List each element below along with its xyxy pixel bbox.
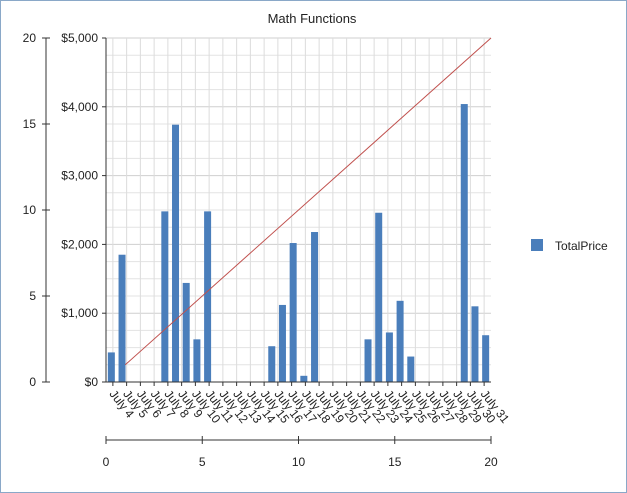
bar	[182, 282, 190, 382]
bar	[118, 254, 126, 382]
bar	[268, 346, 276, 382]
left-axis-tick-label: 5	[29, 289, 36, 303]
bottom-axis-tick-label: 20	[484, 455, 498, 469]
legend-label: TotalPrice	[555, 239, 608, 253]
bottom-axis-tick-label: 15	[388, 455, 402, 469]
value-axis-tick-label: $4,000	[61, 100, 98, 114]
bar	[289, 243, 297, 382]
value-axis-tick-label: $0	[85, 375, 99, 389]
bar	[311, 232, 319, 382]
bar	[172, 124, 180, 383]
left-axis-tick-label: 10	[23, 203, 37, 217]
bars	[107, 104, 490, 383]
value-axis-tick-label: $2,000	[61, 237, 98, 251]
bottom-axis-tick-label: 10	[292, 455, 306, 469]
bar	[385, 332, 393, 382]
value-axis-tick-label: $5,000	[61, 31, 98, 45]
bottom-axis-tick-label: 5	[199, 455, 206, 469]
bar	[204, 211, 212, 382]
bar	[364, 339, 372, 382]
left-axis-tick-label: 0	[29, 375, 36, 389]
value-axis-tick-label: $1,000	[61, 306, 98, 320]
bar	[193, 339, 201, 382]
left-axis-tick-label: 20	[23, 31, 37, 45]
legend-swatch	[531, 239, 543, 251]
bar	[407, 356, 415, 382]
legend: TotalPrice	[531, 239, 608, 253]
value-axis-tick-label: $3,000	[61, 169, 98, 183]
axes: 0 5 10 15 20 $0 $1,000 $2,000 $3,000 $4,000 $5,000…	[23, 31, 513, 469]
bar	[278, 304, 286, 382]
bar	[107, 352, 115, 382]
bottom-axis-tick-label: 0	[103, 455, 110, 469]
left-axis-tick-label: 15	[23, 117, 37, 131]
line-series	[124, 37, 492, 366]
bar	[300, 375, 308, 382]
chart-title: Math Functions	[268, 11, 357, 26]
bar	[375, 212, 383, 382]
bar	[460, 104, 468, 382]
bar	[396, 300, 404, 382]
line-mark	[124, 37, 492, 366]
bar	[482, 335, 490, 382]
bar	[161, 211, 169, 382]
bar	[471, 306, 479, 382]
